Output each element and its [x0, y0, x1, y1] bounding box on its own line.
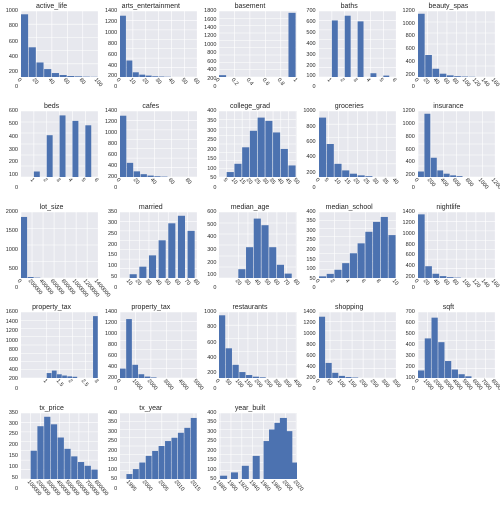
plot-area	[21, 312, 98, 378]
plot-area	[120, 11, 197, 77]
x-axis-labels: 123456	[319, 77, 396, 92]
y-axis-labels: 0100200300400500600700	[399, 312, 416, 388]
x-axis-labels: 20304050607080	[219, 278, 296, 293]
y-axis-labels: 020040060080010001200140016001800	[200, 11, 217, 87]
chart-cell: shopping02004006008001000120014000501001…	[300, 303, 399, 403]
chart-cell: arts_entertainment0200400600800100012001…	[101, 2, 200, 102]
x-axis-labels: 020406080100120140160	[418, 77, 495, 92]
chart-cell: median_age010020030040050060020304050607…	[200, 203, 299, 303]
y-axis-labels: 0100200300400500600700	[300, 11, 317, 87]
y-axis-labels: 02004006008001000	[2, 11, 19, 87]
chart-cell: year_built050100150200250300350400188019…	[200, 404, 299, 504]
chart-cell: college_grad0501001502002503003504005101…	[200, 102, 299, 202]
chart-cell: married050100150200250300350102030405060…	[101, 203, 200, 303]
x-axis-labels: 020406080100	[21, 77, 98, 92]
chart-cell: cafes0200400600800100012001400020406080	[101, 102, 200, 202]
y-axis-labels: 050100150200250300350400	[300, 212, 317, 288]
y-axis-labels: 020040060080010001200	[399, 111, 416, 187]
chart-cell: beds0100200300400500600123456	[2, 102, 101, 202]
x-axis-labels: 0102030405060	[120, 77, 197, 92]
chart-cell: lot_size05001000150020000200000400000600…	[2, 203, 101, 303]
chart-cell: restaurants02004006008001000050100150200…	[200, 303, 299, 403]
x-axis-labels: 18801900192019401960198020002020	[219, 479, 296, 494]
chart-cell: baths0100200300400500600700123456	[300, 2, 399, 102]
plot-area	[21, 11, 98, 77]
x-axis-labels: 1020304050607080	[120, 278, 197, 293]
chart-cell: property_tax0200400600800100012001400010…	[101, 303, 200, 403]
x-axis-labels: 010002000300040005000	[120, 378, 197, 393]
x-axis-labels: 0200000400000600000800000100000012000001…	[21, 278, 98, 293]
plot-area	[21, 111, 98, 177]
histogram-grid: active_life02004006008001000020406080100…	[0, 0, 500, 506]
chart-cell: sqft010020030040050060070001000200030004…	[399, 303, 498, 403]
chart-cell: beauty_spas02004006008001000120002040608…	[399, 2, 498, 102]
chart-cell	[399, 404, 498, 504]
x-axis-labels: 020040060080010001200	[418, 177, 495, 192]
y-axis-labels: 050100150200250300350	[101, 212, 118, 288]
plot-area	[120, 413, 197, 479]
chart-cell: active_life02004006008001000020406080100	[2, 2, 101, 102]
x-axis-labels: 1000002000003000004000005000006000007000…	[21, 479, 98, 494]
y-axis-labels: 050100150200250300350	[2, 413, 19, 489]
chart-cell: tx_price05010015020025030035010000020000…	[2, 404, 101, 504]
plot-area	[21, 413, 98, 479]
chart-cell: insurance0200400600800100012000200400600…	[399, 102, 498, 202]
y-axis-labels: 0200400600800100012001400	[101, 11, 118, 87]
y-axis-labels: 0200400600800100012001400	[300, 312, 317, 388]
plot-area	[219, 111, 296, 177]
x-axis-labels: 050100150200250300350	[319, 378, 396, 393]
x-axis-labels: 020406080	[120, 177, 197, 192]
x-axis-labels: 0510152025303540	[319, 177, 396, 192]
plot-area	[319, 111, 396, 177]
y-axis-labels: 02004006008001000	[200, 312, 217, 388]
plot-area	[120, 111, 197, 177]
plot-area	[418, 11, 495, 77]
chart-cell: tx_year050100150200250300350400199520002…	[101, 404, 200, 504]
x-axis-labels: 11.522.53	[21, 378, 98, 393]
x-axis-labels: 19952000200520102015	[120, 479, 197, 494]
plot-area	[418, 111, 495, 177]
plot-area	[319, 11, 396, 77]
plot-area	[120, 312, 197, 378]
y-axis-labels: 0200400600800100012001400	[101, 312, 118, 388]
y-axis-labels: 020040060080010001200	[399, 11, 416, 87]
chart-cell: basement02004006008001000120014001600180…	[200, 2, 299, 102]
y-axis-labels: 02004006008001000120014001600	[2, 312, 19, 388]
y-axis-labels: 050100150200250300350400	[200, 111, 217, 187]
y-axis-labels: 0200400600800100012001400	[399, 212, 416, 288]
chart-cell: nightlife0200400600800100012001400020406…	[399, 203, 498, 303]
x-axis-labels: 123456	[21, 177, 98, 192]
plot-area	[319, 312, 396, 378]
chart-cell	[300, 404, 399, 504]
x-axis-labels: 00.20.40.60.81	[219, 77, 296, 92]
x-axis-labels: 5101520253035404550	[219, 177, 296, 192]
x-axis-labels: 050100150200250300350400	[219, 378, 296, 393]
y-axis-labels: 0200400600800100012001400	[101, 111, 118, 187]
chart-cell: property_tax0200400600800100012001400160…	[2, 303, 101, 403]
plot-area	[120, 212, 197, 278]
plot-area	[319, 212, 396, 278]
y-axis-labels: 0100200300400500600	[200, 212, 217, 288]
plot-area	[219, 11, 296, 77]
plot-area	[219, 312, 296, 378]
y-axis-labels: 0500100015002000	[2, 212, 19, 288]
plot-area	[21, 212, 98, 278]
y-axis-labels: 050100150200250300350400	[200, 413, 217, 489]
chart-cell: median_school050100150200250300350400024…	[300, 203, 399, 303]
plot-area	[418, 312, 495, 378]
y-axis-labels: 050100150200250300350400	[101, 413, 118, 489]
chart-cell: groceries0200400600800100005101520253035…	[300, 102, 399, 202]
plot-area	[219, 212, 296, 278]
plot-area	[219, 413, 296, 479]
y-axis-labels: 0100200300400500600	[2, 111, 19, 187]
y-axis-labels: 02004006008001000	[300, 111, 317, 187]
x-axis-labels: 0246810	[319, 278, 396, 293]
x-axis-labels: 010002000300040005000600070008000	[418, 378, 495, 393]
plot-area	[418, 212, 495, 278]
x-axis-labels: 020406080100120140160	[418, 278, 495, 293]
